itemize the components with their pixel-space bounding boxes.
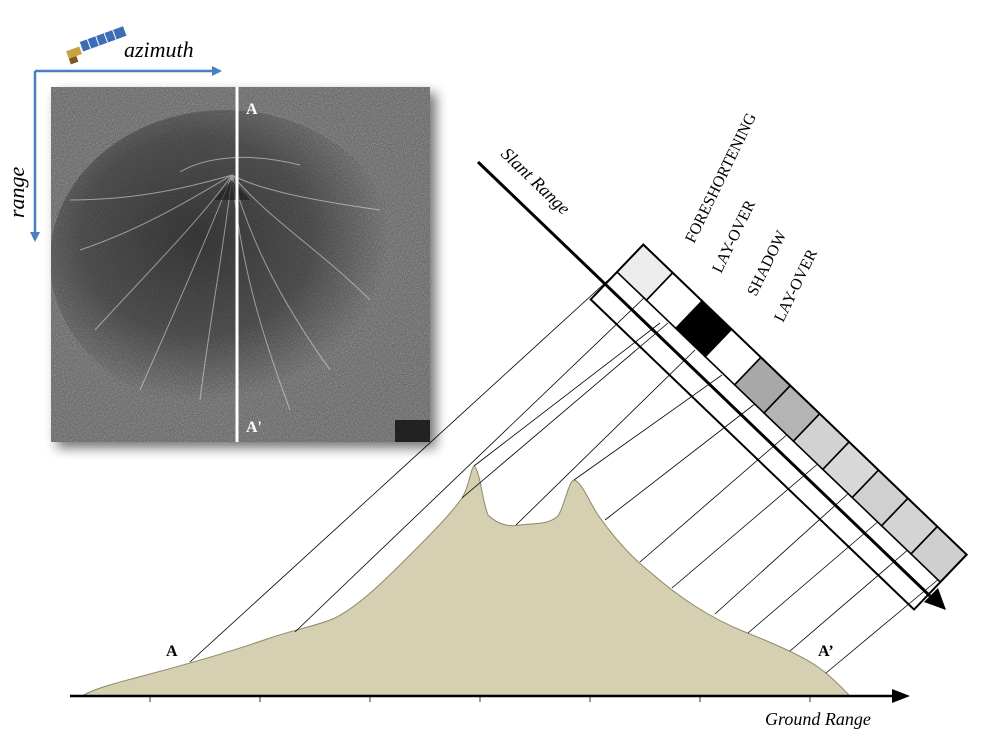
range-label: range xyxy=(4,166,29,218)
profile-point-a-prime: A’ xyxy=(818,643,834,660)
slant-range-label: Slant Range xyxy=(497,143,574,218)
sar-image-texture xyxy=(51,87,430,442)
ground-range-label: Ground Range xyxy=(765,709,871,729)
label-layover-1: LAY-OVER xyxy=(709,197,759,275)
projection-lines xyxy=(189,271,941,674)
profile-point-a: A xyxy=(166,643,178,660)
image-point-a-prime: A' xyxy=(246,419,262,436)
cell-strip-border xyxy=(589,243,969,611)
ground-range-ticks xyxy=(149,696,811,702)
terrain-profile xyxy=(80,465,852,697)
satellite-icon xyxy=(66,26,127,65)
slant-range-arrow xyxy=(476,160,932,598)
label-shadow: SHADOW xyxy=(744,227,790,298)
azimuth-label: azimuth xyxy=(124,37,194,62)
slant-range-arrowhead xyxy=(924,588,946,610)
image-point-a: A xyxy=(246,101,258,118)
ground-range-arrowhead xyxy=(892,689,910,703)
image-axes: azimuth range xyxy=(4,37,222,242)
slant-range-cells xyxy=(589,243,969,611)
